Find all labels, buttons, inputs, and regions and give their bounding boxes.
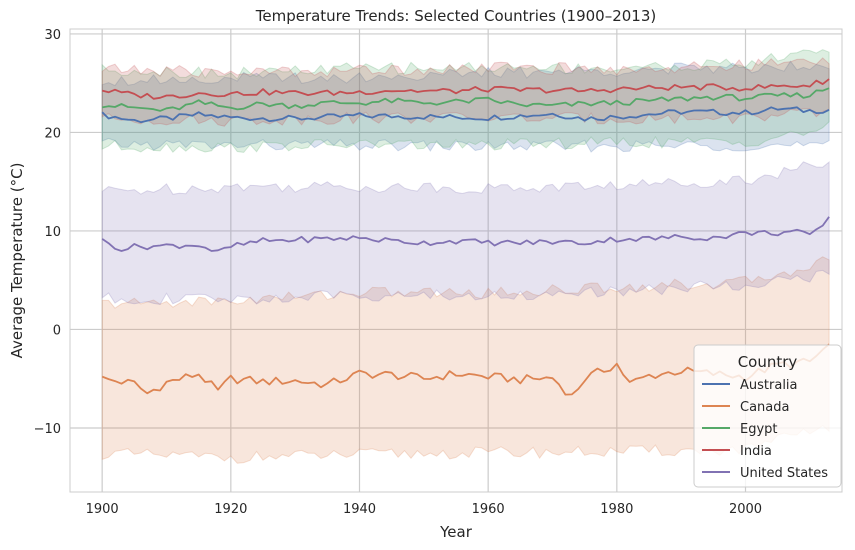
x-axis-title: Year bbox=[439, 523, 473, 541]
y-tick-label: −10 bbox=[34, 422, 61, 437]
legend-label: Australia bbox=[740, 378, 798, 393]
x-tick-label: 2000 bbox=[729, 502, 762, 517]
y-axis-title: Average Temperature (°C) bbox=[8, 163, 26, 359]
legend-label: United States bbox=[740, 466, 828, 481]
y-tick-label: 10 bbox=[44, 225, 61, 240]
line-egypt bbox=[102, 87, 830, 112]
legend-label: India bbox=[740, 444, 772, 459]
y-tick-label: 20 bbox=[44, 126, 61, 141]
band-united-states bbox=[101, 160, 830, 305]
x-tick-label: 1980 bbox=[600, 502, 633, 517]
legend-box bbox=[693, 344, 842, 488]
tick-labels: 1900 1920 1940 1960 1980 2000 −10 0 10 20 30 bbox=[34, 28, 762, 517]
x-tick-label: 1920 bbox=[214, 502, 247, 517]
band-australia bbox=[101, 60, 830, 153]
x-tick-label: 1940 bbox=[343, 502, 376, 517]
x-tick-label: 1900 bbox=[86, 502, 119, 517]
x-tick-label: 1960 bbox=[472, 502, 505, 517]
line-india bbox=[101, 78, 830, 100]
legend-label: Egypt bbox=[740, 422, 778, 437]
line-australia bbox=[101, 106, 830, 124]
chart-title: Temperature Trends: Selected Countries (… bbox=[255, 7, 657, 25]
legend-label: Canada bbox=[740, 400, 789, 415]
y-tick-label: 0 bbox=[53, 323, 61, 338]
legend-title: Country bbox=[738, 353, 798, 371]
legend: Country Australia Canada Egypt India United … bbox=[693, 344, 842, 488]
grid-lines bbox=[70, 29, 842, 492]
band-india bbox=[101, 57, 830, 127]
line-united-states bbox=[101, 216, 830, 252]
y-tick-label: 30 bbox=[44, 28, 61, 43]
legend-items: Australia Canada Egypt India United States bbox=[702, 378, 828, 481]
plot-frame bbox=[69, 28, 843, 493]
